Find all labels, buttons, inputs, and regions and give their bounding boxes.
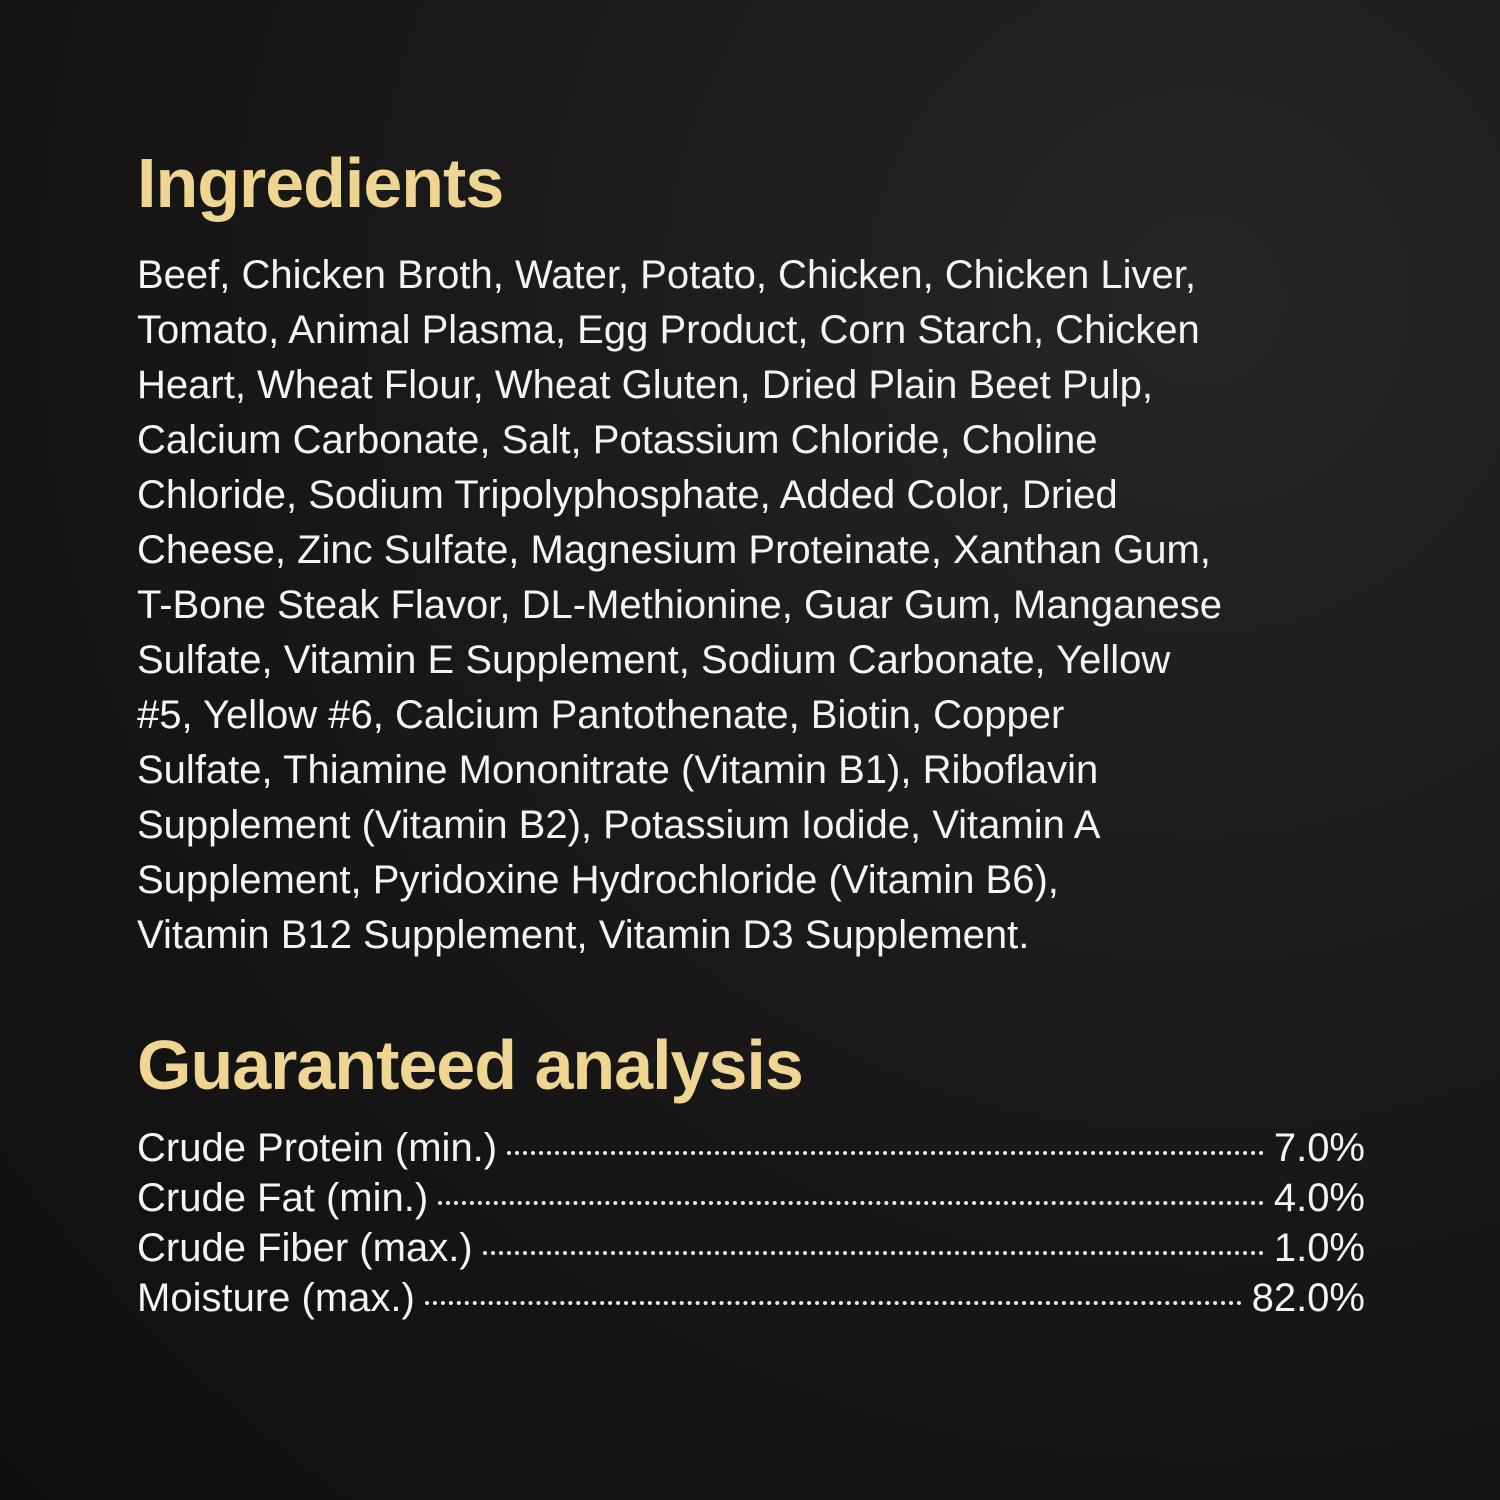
ingredients-line: Beef, Chicken Broth, Water, Potato, Chic… [137,253,1197,297]
ingredients-line: T-Bone Steak Flavor, DL-Methionine, Guar… [137,583,1222,627]
dot-leader [482,1251,1264,1255]
analysis-row-fiber: Crude Fiber (max.) 1.0% [137,1223,1365,1273]
ingredients-line: Sulfate, Thiamine Mononitrate (Vitamin B… [137,748,1099,792]
ingredients-line: Supplement, Pyridoxine Hydrochloride (Vi… [137,858,1059,902]
analysis-row-fat: Crude Fat (min.) 4.0% [137,1173,1365,1223]
analysis-row-protein: Crude Protein (min.) 7.0% [137,1123,1365,1173]
ingredients-line: #5, Yellow #6, Calcium Pantothenate, Bio… [137,693,1065,737]
analysis-value: 1.0% [1273,1226,1365,1270]
ingredients-line: Sulfate, Vitamin E Supplement, Sodium Ca… [137,638,1171,682]
ingredients-line: Vitamin B12 Supplement, Vitamin D3 Suppl… [137,913,1030,957]
analysis-label: Moisture (max.) [137,1276,415,1320]
analysis-value: 4.0% [1273,1176,1365,1220]
ingredients-line: Chloride, Sodium Tripolyphosphate, Added… [137,473,1118,517]
analysis-row-moisture: Moisture (max.) 82.0% [137,1273,1365,1323]
ingredients-line: Tomato, Animal Plasma, Egg Product, Corn… [137,308,1200,352]
ingredients-heading: Ingredients [137,144,504,222]
analysis-label: Crude Fat (min.) [137,1176,429,1220]
ingredients-line: Heart, Wheat Flour, Wheat Gluten, Dried … [137,363,1154,407]
analysis-table: Crude Protein (min.) 7.0% Crude Fat (min… [137,1123,1365,1323]
analysis-label: Crude Fiber (max.) [137,1226,473,1270]
analysis-heading: Guaranteed analysis [137,1026,804,1104]
dot-leader [507,1151,1264,1155]
analysis-value: 82.0% [1251,1276,1365,1320]
analysis-value: 7.0% [1273,1126,1365,1170]
dot-leader [424,1301,1242,1305]
ingredients-line: Calcium Carbonate, Salt, Potassium Chlor… [137,418,1098,462]
analysis-label: Crude Protein (min.) [137,1126,498,1170]
ingredients-list: Beef, Chicken Broth, Water, Potato, Chic… [137,248,1222,963]
ingredients-line: Supplement (Vitamin B2), Potassium Iodid… [137,803,1101,847]
ingredients-line: Cheese, Zinc Sulfate, Magnesium Proteina… [137,528,1211,572]
dot-leader [438,1201,1264,1205]
